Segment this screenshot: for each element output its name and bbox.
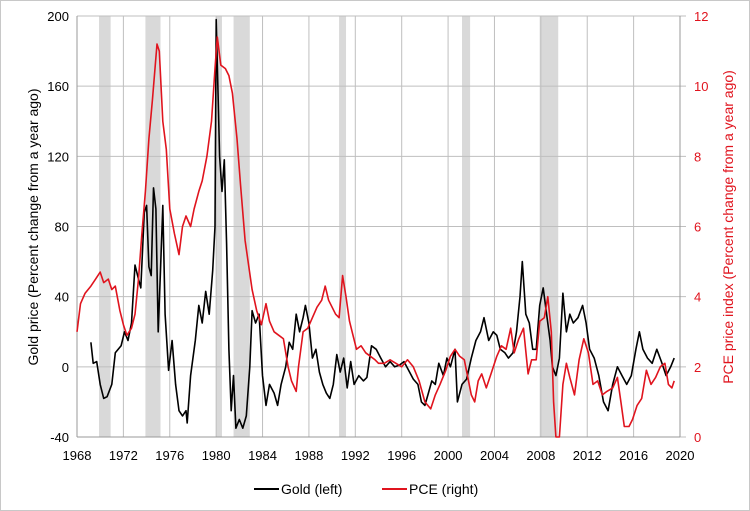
y-tick-label-right: 0 <box>694 430 701 445</box>
y-tick-label-left: 160 <box>47 79 69 94</box>
series-line-gold <box>90 18 675 429</box>
series-lines <box>76 18 675 438</box>
legend: Gold (left) PCE (right) <box>254 481 478 497</box>
x-tick-label: 1988 <box>294 448 323 463</box>
y-tick-label-left: 80 <box>55 220 69 235</box>
y-tick-label-left: -40 <box>50 430 69 445</box>
x-tick-label: 1984 <box>248 448 277 463</box>
y-tick-label-right: 6 <box>694 220 701 235</box>
y-tick-label-right: 2 <box>694 360 701 375</box>
x-tick-label: 1968 <box>63 448 92 463</box>
x-tick-label: 2000 <box>434 448 463 463</box>
y-tick-label-left: 200 <box>47 9 69 24</box>
x-tick-label: 2004 <box>480 448 509 463</box>
x-tick-label: 1992 <box>341 448 370 463</box>
tick-labels: 1968 1972 1976 1980 1984 1988 1992 1996 2000 2004… <box>47 9 708 463</box>
gridlines <box>76 15 686 438</box>
x-tick-label: 1980 <box>202 448 231 463</box>
x-tick-label: 2012 <box>573 448 602 463</box>
y-tick-label-left: 120 <box>47 149 69 164</box>
x-tick-label: 1972 <box>109 448 138 463</box>
legend-label-pce: PCE (right) <box>409 481 478 497</box>
x-tick-label: 2008 <box>526 448 555 463</box>
y-tick-label-right: 8 <box>694 149 701 164</box>
series-line-pce <box>76 36 675 438</box>
y-tick-label-right: 10 <box>694 79 708 94</box>
x-tick-label: 1996 <box>387 448 416 463</box>
legend-label-gold: Gold (left) <box>281 481 342 497</box>
y-tick-label-left: 40 <box>55 290 69 305</box>
x-tick-label: 1976 <box>155 448 184 463</box>
y-tick-label-right: 4 <box>694 290 701 305</box>
y-tick-label-right: 12 <box>694 9 708 24</box>
y-axis-label-left: Gold price (Percent change from a year a… <box>25 88 41 365</box>
x-tick-label: 2016 <box>619 448 648 463</box>
y-tick-label-left: 0 <box>62 360 69 375</box>
x-tick-label: 2020 <box>666 448 695 463</box>
y-axis-label-right: PCE price index (Percent change from a y… <box>720 70 736 384</box>
